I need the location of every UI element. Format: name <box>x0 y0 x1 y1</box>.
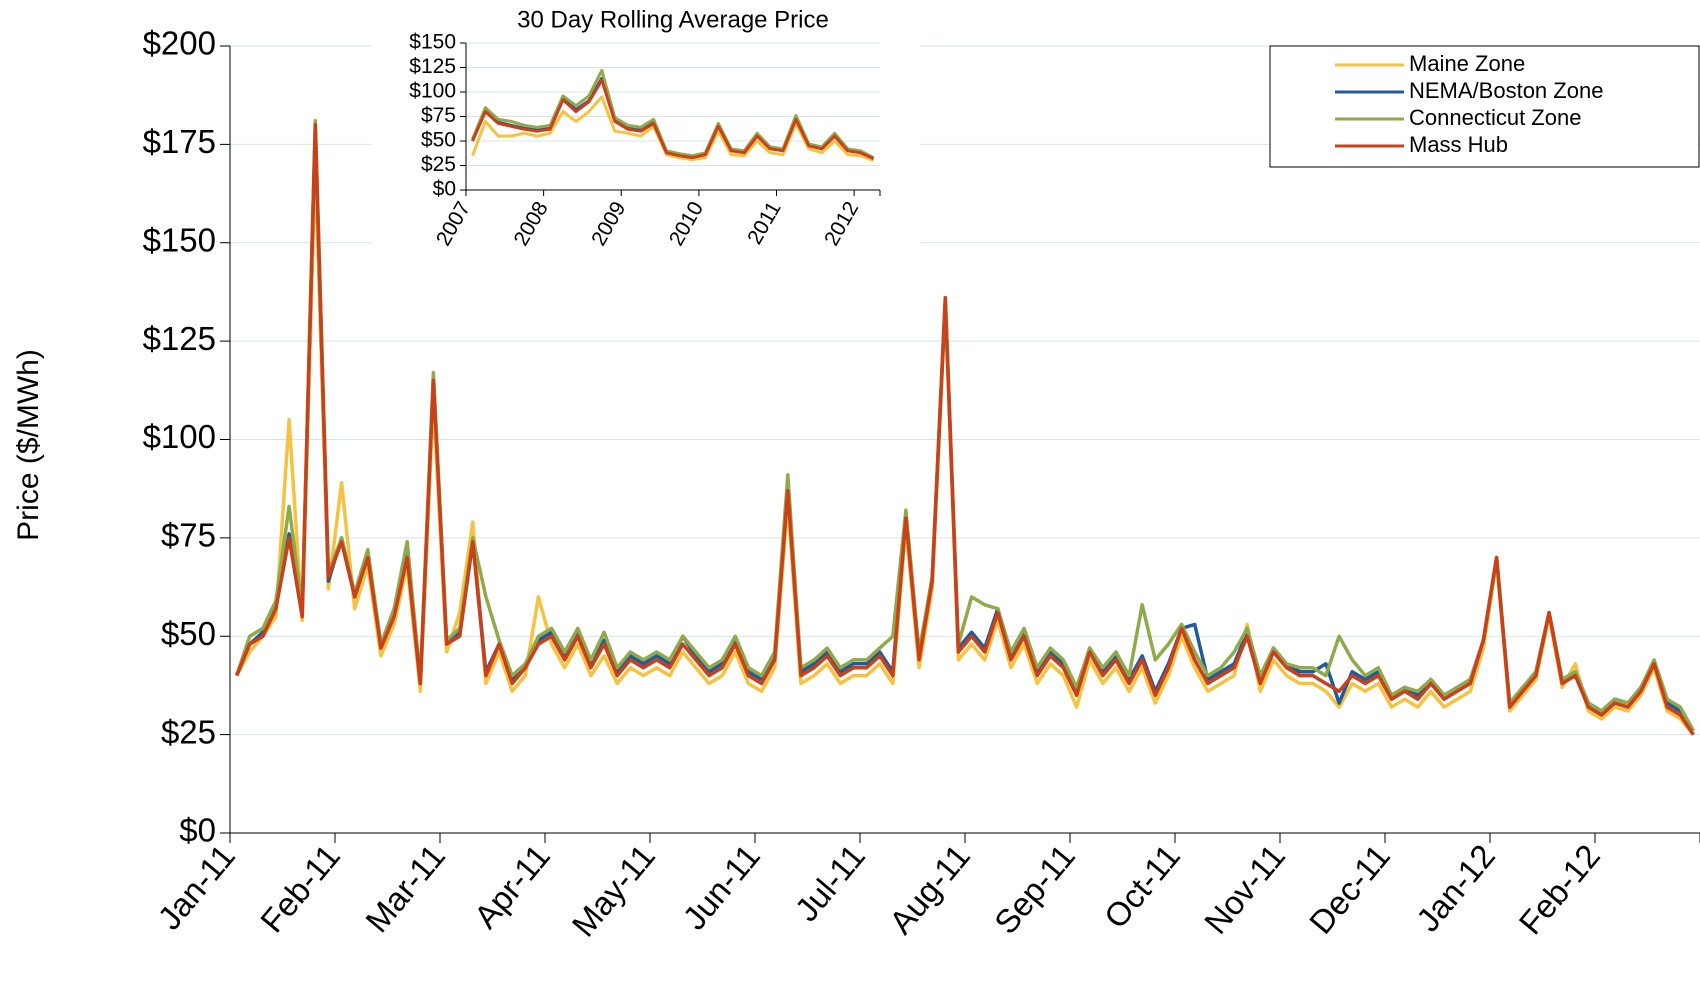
y-tick-label: $100 <box>143 418 216 455</box>
x-tick-label: Aug-11 <box>882 837 977 940</box>
y-tick-label: $0 <box>179 812 216 849</box>
y-tick-label: $200 <box>143 25 216 62</box>
y-axis-label: Price ($/MWh) <box>12 349 45 541</box>
y-tick-label: $25 <box>161 713 216 750</box>
legend-label: NEMA/Boston Zone <box>1409 78 1603 103</box>
legend-label: Mass Hub <box>1409 132 1508 157</box>
inset-background <box>372 0 920 314</box>
x-tick-label: Jan-12 <box>1409 837 1502 938</box>
x-tick-label: Sep-11 <box>987 837 1082 940</box>
y-tick-label: $150 <box>143 221 216 258</box>
legend-label: Connecticut Zone <box>1409 105 1581 130</box>
y-tick-label: $75 <box>161 517 216 554</box>
y-tick-label: $125 <box>143 320 216 357</box>
series-line <box>234 119 1695 732</box>
series-line <box>471 78 875 160</box>
y-tick-label: $175 <box>143 123 216 160</box>
legend-label: Maine Zone <box>1409 51 1525 76</box>
y-tick-label: $100 <box>409 80 456 103</box>
y-tick-label: $125 <box>409 55 456 78</box>
y-tick-label: $75 <box>421 104 456 127</box>
y-tick-label: $0 <box>433 178 456 201</box>
x-tick-label: Feb-12 <box>1511 837 1607 941</box>
x-tick-label: Jul-11 <box>787 837 872 928</box>
x-tick-label: May-11 <box>565 837 663 943</box>
x-tick-label: Mar-11 <box>358 837 452 939</box>
x-tick-label: Oct-11 <box>1097 837 1187 935</box>
x-tick-label: Jan-11 <box>150 837 242 936</box>
y-tick-label: $25 <box>421 153 456 176</box>
x-tick-label: Feb-11 <box>253 837 347 939</box>
y-tick-label: $150 <box>409 31 456 54</box>
x-tick-label: Nov-11 <box>1197 837 1292 940</box>
series-line <box>234 122 1695 736</box>
y-tick-label: $50 <box>421 129 456 152</box>
x-tick-label: Jun-11 <box>675 837 767 936</box>
x-tick-label: Dec-11 <box>1302 837 1397 940</box>
x-tick-label: Apr-11 <box>467 837 557 935</box>
y-tick-label: $50 <box>161 615 216 652</box>
chart-title: 30 Day Rolling Average Price <box>517 6 829 33</box>
